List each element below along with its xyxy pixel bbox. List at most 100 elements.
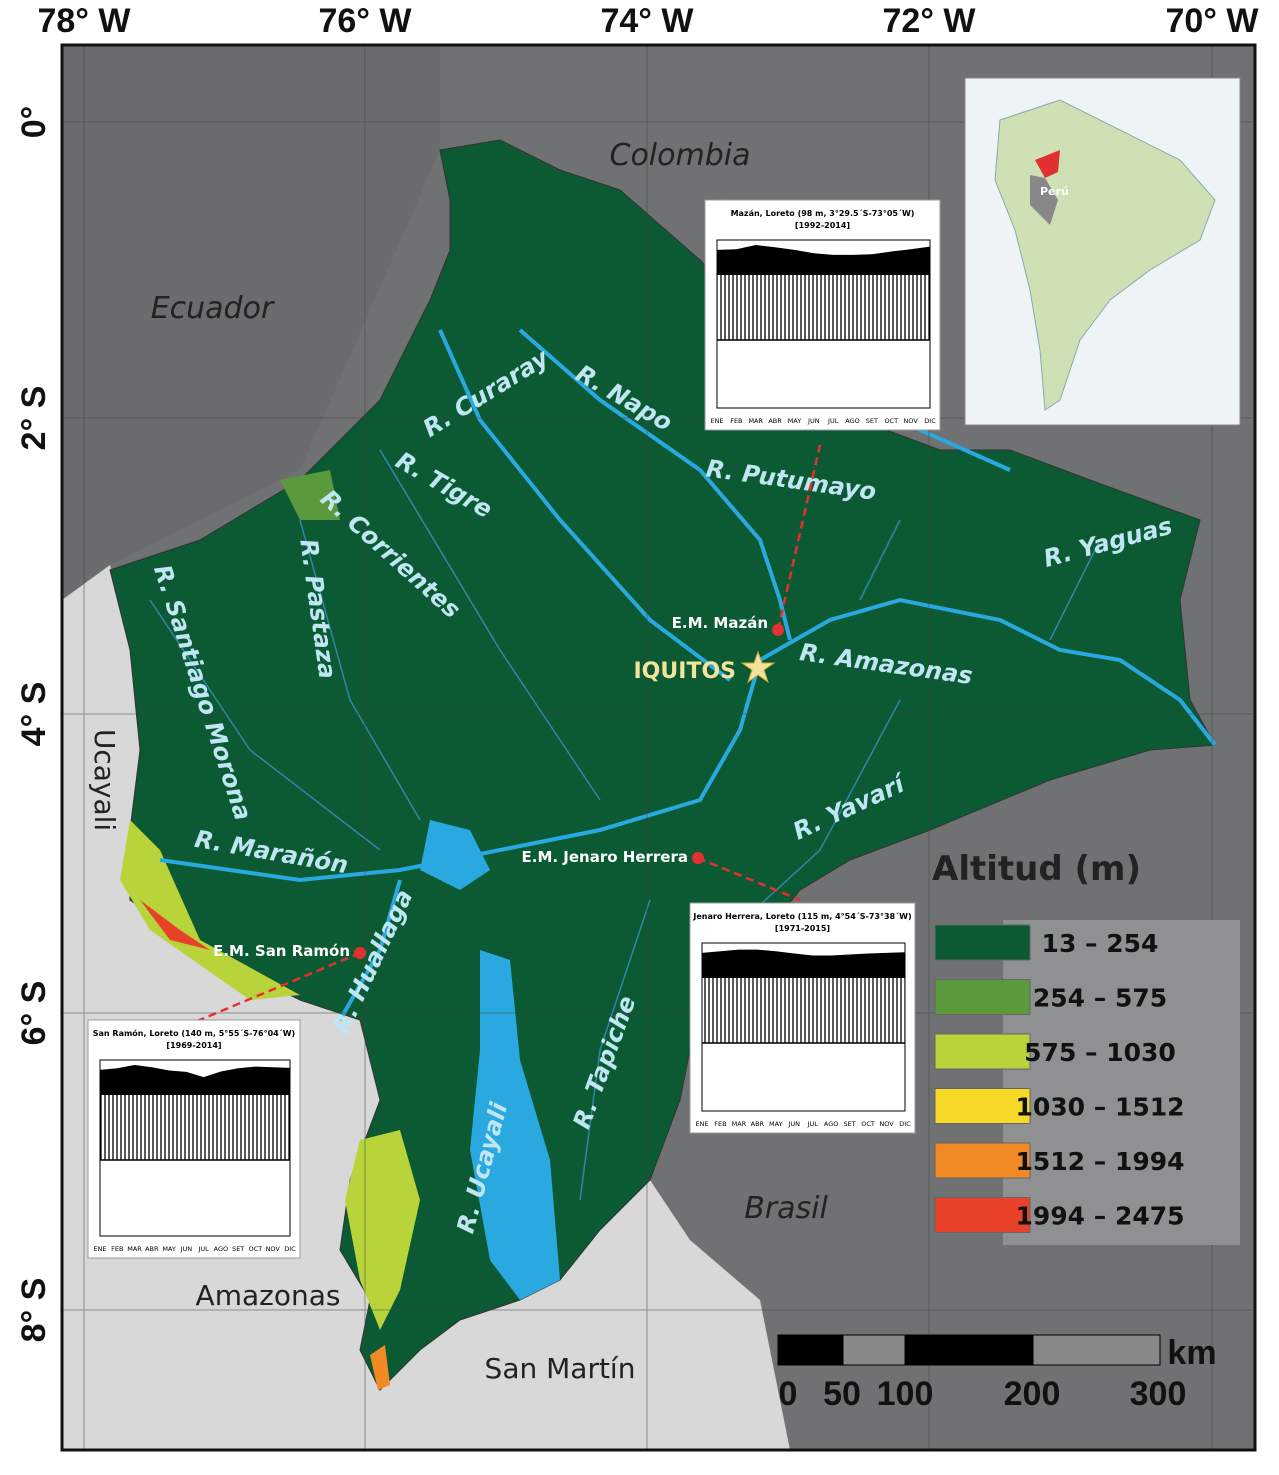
- month-label: SET: [232, 1245, 244, 1253]
- month-label: AGO: [824, 1120, 839, 1128]
- highland-band: [120, 820, 300, 1000]
- river-line: [859, 519, 901, 601]
- legend-swatch: [934, 1142, 1031, 1179]
- ucayali-floodplain: [470, 950, 560, 1300]
- legend-label: 13 – 254: [1042, 929, 1159, 958]
- ucayali-region: [380, 1180, 790, 1450]
- peru-inset: [1030, 175, 1058, 225]
- climate-chart: San Ramón, Loreto (140 m, 5°55´S-76°04´W…: [87, 1019, 301, 1259]
- scale-label: 50: [823, 1375, 861, 1413]
- rain-hatch: [717, 275, 930, 340]
- chart-title: Jenaro Herrera, Loreto (115 m, 4°54´S-73…: [692, 911, 911, 921]
- lon-label: 76° W: [319, 2, 413, 40]
- month-label: MAY: [788, 417, 802, 425]
- rain-excess: [100, 1064, 290, 1095]
- month-label: MAR: [732, 1120, 747, 1128]
- month-label: ABR: [751, 1120, 765, 1128]
- lat-label: 2° S: [15, 386, 53, 451]
- highland-band: [345, 1130, 420, 1330]
- month-label: ABR: [145, 1245, 159, 1253]
- legend-label: 1030 – 1512: [1015, 1093, 1184, 1122]
- month-label: JUN: [180, 1245, 193, 1253]
- scale-label: 100: [877, 1375, 934, 1413]
- station-label: E.M. Mazán: [672, 614, 768, 632]
- climate-chart: Mazán, Loreto (98 m, 3°29.5´S-73°05´W) [1…: [704, 199, 941, 431]
- plot-frame: [701, 942, 906, 1112]
- lat-label: 8° S: [15, 1278, 53, 1343]
- country-label: Ecuador: [151, 291, 275, 326]
- region-label: Amazonas: [196, 1279, 341, 1312]
- country-label: Brasil: [744, 1191, 828, 1226]
- river-line: [1049, 539, 1101, 641]
- rain-hatch: [100, 1095, 290, 1160]
- month-label: OCT: [861, 1120, 875, 1128]
- region-label: San Martín: [485, 1352, 636, 1385]
- scale-segment: [777, 1334, 844, 1366]
- month-label: JUL: [827, 417, 839, 425]
- month-label: NOV: [903, 417, 918, 425]
- river-line: [759, 597, 1217, 747]
- month-label: NOV: [879, 1120, 894, 1128]
- legend-label: 1994 – 2475: [1015, 1202, 1184, 1231]
- station-label: E.M. Jenaro Herrera: [522, 848, 689, 866]
- river-line: [518, 328, 792, 641]
- legend: Altitud (m) 13 – 254 254 – 575 575 – 1030 1…: [932, 849, 1240, 1245]
- legend-label: 254 – 575: [1033, 984, 1167, 1013]
- station-label: E.M. San Ramón: [213, 942, 350, 960]
- legend-label: 575 – 1030: [1024, 1038, 1176, 1067]
- month-label: JUL: [807, 1120, 819, 1128]
- scale-label: 0: [779, 1375, 798, 1413]
- month-label: MAR: [748, 417, 763, 425]
- chart-period: [1969-2014]: [166, 1041, 221, 1050]
- river-line: [438, 329, 732, 682]
- station-marker: [772, 624, 784, 636]
- legend-title: Altitud (m): [932, 849, 1141, 889]
- highland-peak: [370, 1345, 390, 1390]
- legend-swatch: [934, 1033, 1031, 1070]
- month-label: FEB: [111, 1245, 123, 1253]
- scale-label: 300: [1130, 1375, 1187, 1413]
- lon-label: 74° W: [601, 2, 695, 40]
- lat-label: 0°: [15, 106, 53, 139]
- station-link: [697, 856, 801, 902]
- scale-label: 200: [1004, 1375, 1061, 1413]
- month-label: DIC: [899, 1120, 911, 1128]
- chart-title: San Ramón, Loreto (140 m, 5°55´S-76°04´W…: [93, 1028, 295, 1038]
- lowland-hills: [280, 470, 340, 520]
- chart-title: Mazán, Loreto (98 m, 3°29.5´S-73°05´W): [731, 208, 915, 218]
- month-label: DIC: [284, 1245, 296, 1253]
- river-line: [338, 879, 402, 1021]
- river-line: [159, 659, 762, 883]
- river-line: [149, 599, 381, 851]
- rain-excess: [702, 949, 905, 978]
- month-label: AGO: [845, 417, 860, 425]
- south-america: [994, 99, 1216, 411]
- scale-segment: [904, 1334, 1034, 1366]
- inset-label: Perú: [1040, 185, 1069, 198]
- chart-period: [1992-2014]: [795, 221, 850, 230]
- floodplain: [420, 820, 490, 890]
- month-label: OCT: [884, 417, 898, 425]
- climate-chart: Jenaro Herrera, Loreto (115 m, 4°54´S-73…: [689, 902, 916, 1134]
- month-label: JUN: [807, 417, 820, 425]
- rain-excess: [717, 244, 930, 275]
- station-link: [776, 444, 822, 631]
- city-label: IQUITOS: [634, 659, 737, 684]
- plot-frame: [716, 239, 931, 409]
- legend-bg: [1003, 920, 1240, 1245]
- scale-segment: [842, 1334, 906, 1366]
- month-label: FEB: [714, 1120, 726, 1128]
- month-label: OCT: [249, 1245, 263, 1253]
- station-marker: [354, 947, 366, 959]
- month-label: ENE: [710, 417, 723, 425]
- legend-swatch: [934, 924, 1031, 961]
- river-line: [379, 449, 601, 801]
- chart-period: [1971-2015]: [775, 924, 830, 933]
- month-label: ENE: [93, 1245, 106, 1253]
- river-line: [579, 899, 651, 1201]
- inset-map: Perú: [964, 77, 1241, 426]
- legend-label: 1512 – 1994: [1015, 1147, 1184, 1176]
- ecuador-area: [62, 45, 440, 600]
- lat-label: 4° S: [15, 682, 53, 747]
